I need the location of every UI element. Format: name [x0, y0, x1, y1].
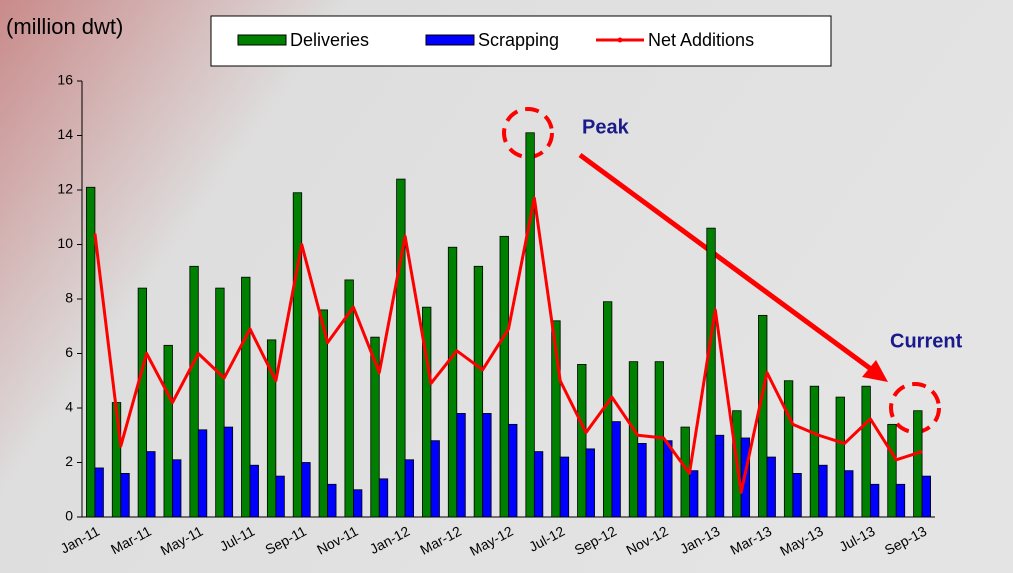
y-tick-label: 4 — [65, 399, 73, 415]
bar — [706, 227, 716, 518]
legend-label: Scrapping — [478, 30, 559, 50]
bar — [396, 178, 406, 518]
bar — [318, 309, 328, 518]
bar — [895, 483, 906, 518]
bar — [758, 314, 768, 518]
y-tick-label: 2 — [65, 453, 73, 469]
bar — [663, 440, 673, 518]
bar — [137, 287, 148, 518]
bar — [714, 434, 725, 518]
bar — [189, 265, 199, 518]
bar — [353, 489, 363, 518]
bar — [404, 459, 415, 518]
bar — [422, 306, 432, 518]
bar — [370, 336, 380, 518]
bar — [809, 385, 820, 518]
y-tick-label: 6 — [65, 344, 73, 360]
bar — [499, 235, 509, 518]
bar — [525, 132, 535, 518]
bar — [197, 429, 208, 518]
bar — [551, 320, 561, 518]
y-tick-label: 14 — [57, 126, 73, 142]
y-tick-label: 10 — [57, 235, 73, 251]
bar — [585, 448, 595, 518]
legend: Deliveries Scrapping Net Additions — [237, 30, 754, 50]
line — [93, 196, 923, 494]
bar — [792, 472, 802, 518]
bar — [447, 246, 458, 518]
bar — [215, 287, 225, 518]
bar — [146, 451, 156, 518]
arrow-head — [862, 360, 888, 382]
bar — [301, 462, 311, 518]
bar — [94, 467, 104, 518]
bar — [86, 186, 96, 518]
bar — [533, 451, 544, 518]
legend-marker — [617, 37, 623, 43]
trend-arrow — [578, 152, 877, 375]
bar — [473, 265, 484, 518]
bar — [275, 475, 285, 518]
bar — [689, 470, 699, 518]
bar — [172, 459, 182, 518]
bar — [913, 410, 923, 518]
bar — [482, 413, 492, 518]
bar — [559, 456, 570, 518]
y-tick-label: 0 — [65, 508, 73, 524]
bar — [861, 385, 871, 518]
y-tick-label: 12 — [57, 181, 73, 197]
bar — [887, 423, 897, 518]
bar — [844, 470, 854, 518]
bar — [628, 361, 639, 518]
legend-label: Net Additions — [648, 30, 754, 50]
bar — [835, 396, 845, 518]
bar — [249, 464, 259, 518]
bar — [818, 464, 828, 518]
bar — [327, 483, 337, 518]
legend-label: Deliveries — [290, 30, 369, 50]
unit-label: (million dwt) — [6, 14, 123, 39]
bar — [577, 363, 587, 518]
y-tick-label: 16 — [57, 72, 73, 88]
bar — [637, 443, 647, 518]
legend-box — [210, 15, 832, 67]
bar — [292, 192, 303, 518]
bar — [456, 413, 466, 518]
bar — [921, 475, 931, 518]
peak-circle — [502, 107, 554, 159]
bar — [869, 483, 880, 518]
bar — [241, 276, 251, 518]
current-circle — [889, 382, 941, 434]
legend-swatch — [425, 34, 475, 46]
annotation: Current — [890, 330, 963, 352]
bar — [378, 478, 389, 518]
bar — [430, 440, 440, 518]
y-tick-label: 8 — [65, 290, 73, 306]
legend-swatch — [237, 34, 287, 46]
bar — [508, 423, 518, 518]
bar — [163, 344, 173, 518]
bar — [611, 421, 621, 518]
bar — [344, 279, 354, 518]
annotation: Peak — [582, 116, 630, 138]
bar — [266, 339, 277, 518]
bar — [766, 456, 776, 518]
bar — [783, 380, 794, 518]
bar — [223, 426, 234, 518]
bar — [120, 472, 130, 518]
